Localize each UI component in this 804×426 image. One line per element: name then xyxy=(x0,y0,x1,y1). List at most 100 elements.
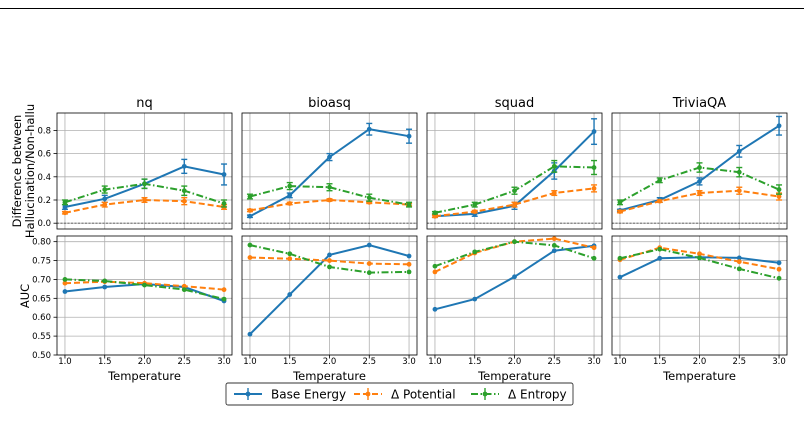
axes-frame xyxy=(611,112,788,230)
panel-title: squad xyxy=(495,96,534,111)
axes-frame xyxy=(426,112,603,230)
legend-label-entropy: Δ Entropy xyxy=(508,388,567,402)
data-point-entropy xyxy=(366,270,372,276)
data-point-entropy xyxy=(697,255,702,261)
y-tick-label: 0.80 xyxy=(32,238,51,248)
data-point-base xyxy=(736,148,742,154)
data-point-entropy xyxy=(472,202,478,208)
data-point-base xyxy=(406,133,412,139)
y-tick-label: 0.8 xyxy=(37,126,51,136)
y-axis-label-diff: Difference between xyxy=(10,115,24,228)
data-point-entropy xyxy=(697,165,702,170)
x-tick-label: 3.0 xyxy=(217,357,231,367)
data-point-entropy xyxy=(657,246,663,252)
data-point-potential xyxy=(432,213,438,219)
y-axis-label-auc: AUC xyxy=(18,284,32,308)
legend-box xyxy=(225,382,574,406)
series-line-entropy xyxy=(249,185,410,206)
data-point-entropy xyxy=(62,199,68,205)
legend-label-base: Base Energy xyxy=(271,388,346,402)
x-tick-label: 1.5 xyxy=(468,357,482,367)
data-point-potential xyxy=(512,202,517,208)
data-point-base xyxy=(181,163,187,169)
y-tick-label: 0.55 xyxy=(32,332,51,342)
panel-title: TriviaQA xyxy=(672,96,726,111)
data-point-base xyxy=(102,196,108,202)
x-tick-label: 1.0 xyxy=(613,357,627,367)
data-point-potential xyxy=(287,201,293,206)
data-point-base xyxy=(247,331,253,337)
data-point-entropy xyxy=(736,266,742,272)
y-tick-label: 0.50 xyxy=(32,351,51,361)
data-point-potential xyxy=(657,198,663,204)
y-tick-label: 0.6 xyxy=(37,150,51,160)
data-point-potential xyxy=(697,190,702,196)
data-point-entropy xyxy=(181,287,187,293)
data-point-potential xyxy=(221,287,227,293)
panel-title: nq xyxy=(136,96,153,111)
panel-title: bioasq xyxy=(308,96,351,111)
data-point-entropy xyxy=(432,210,438,216)
axes-frame xyxy=(241,112,418,230)
data-point-entropy xyxy=(432,263,438,269)
legend-marker-base xyxy=(245,391,251,397)
data-point-potential xyxy=(432,269,438,275)
data-point-potential xyxy=(62,280,68,286)
data-point-entropy xyxy=(62,277,68,282)
x-tick-label: 1.5 xyxy=(653,357,667,367)
data-point-base xyxy=(697,179,702,184)
x-tick-label: 1.0 xyxy=(428,357,442,367)
data-point-potential xyxy=(287,256,293,262)
data-point-potential xyxy=(551,190,557,196)
data-point-potential xyxy=(62,210,68,216)
data-point-base xyxy=(62,289,68,294)
x-tick-label: 2.5 xyxy=(548,357,562,367)
data-point-base xyxy=(102,284,108,290)
data-point-base xyxy=(366,242,372,248)
data-point-entropy xyxy=(181,188,187,194)
data-point-base xyxy=(617,274,623,280)
y-tick-label: 0.0 xyxy=(37,219,51,229)
data-point-base xyxy=(736,255,742,261)
data-point-entropy xyxy=(221,296,227,302)
data-point-base xyxy=(776,123,782,129)
data-point-potential xyxy=(406,261,412,267)
data-point-potential xyxy=(366,261,372,266)
data-point-potential xyxy=(327,197,332,203)
data-point-entropy xyxy=(551,243,557,248)
data-point-base xyxy=(776,260,782,266)
data-point-potential xyxy=(591,245,597,251)
data-point-entropy xyxy=(472,249,478,255)
data-point-base xyxy=(512,274,517,280)
data-point-entropy xyxy=(221,201,227,206)
data-point-entropy xyxy=(617,255,623,261)
x-tick-label: 2.0 xyxy=(693,357,707,367)
data-point-entropy xyxy=(406,269,412,275)
data-point-potential xyxy=(617,209,623,215)
x-tick-label: 1.0 xyxy=(243,357,257,367)
series-line-potential xyxy=(64,198,225,214)
x-tick-label: 3.0 xyxy=(587,357,601,367)
data-point-entropy xyxy=(102,187,108,192)
y-tick-label: 0.75 xyxy=(32,257,51,267)
data-point-entropy xyxy=(776,187,782,192)
data-point-base xyxy=(247,213,253,219)
data-point-entropy xyxy=(287,183,293,189)
data-point-potential xyxy=(697,251,702,257)
data-point-entropy xyxy=(102,278,108,284)
x-tick-label: 1.5 xyxy=(98,357,112,367)
x-tick-label: 3.0 xyxy=(402,357,416,367)
x-tick-label: 2.0 xyxy=(138,357,152,367)
data-point-entropy xyxy=(551,163,557,169)
data-point-potential xyxy=(551,236,557,242)
x-tick-label: 1.0 xyxy=(58,357,72,367)
data-point-entropy xyxy=(247,242,253,248)
data-point-entropy xyxy=(591,165,597,170)
axes-frame xyxy=(56,112,233,230)
y-tick-label: 0.60 xyxy=(32,313,51,323)
x-tick-label: 2.5 xyxy=(178,357,192,367)
y-tick-label: 0.2 xyxy=(37,196,51,206)
data-point-base xyxy=(406,253,412,259)
x-tick-label: 1.5 xyxy=(283,357,297,367)
data-point-entropy xyxy=(591,255,597,261)
